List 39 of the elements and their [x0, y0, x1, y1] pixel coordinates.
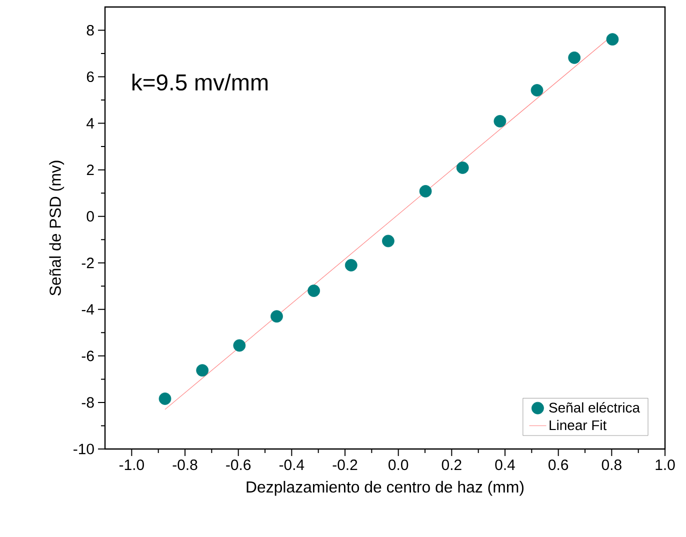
x-tick-label: 0.2 [442, 460, 462, 470]
y-tick-label: 6 [86, 71, 94, 82]
x-tick-label: -0.6 [226, 460, 251, 470]
annotation: k=9.5 mv/mm [132, 74, 268, 91]
x-tick-label: -0.4 [279, 460, 304, 470]
point [308, 284, 320, 297]
point [456, 162, 469, 174]
x-tick-label: 0.0 [388, 460, 408, 470]
y-tick-label: -6 [82, 350, 94, 362]
point [270, 310, 283, 323]
y-tick-label: -10 [74, 444, 94, 454]
x-tick-label: -0.8 [172, 460, 198, 470]
point [196, 364, 209, 377]
x-tick-label: 0.4 [495, 460, 515, 470]
y-tick-label: -4 [82, 304, 94, 315]
point [568, 52, 581, 64]
x-tick-label: -0.2 [332, 460, 358, 470]
x-tick-label: 0.6 [548, 460, 568, 470]
point [233, 339, 246, 352]
point [494, 115, 506, 128]
y-tick-label: -2 [82, 258, 94, 268]
y-tick-label: 0 [86, 211, 94, 222]
point [530, 84, 544, 96]
y-tick-label: 2 [86, 164, 94, 176]
y-tick-label: 4 [86, 118, 94, 128]
y-axis-title: Señal de PSD (mv) [49, 160, 64, 296]
point [606, 33, 619, 46]
x-tick-label: 1.0 [656, 460, 675, 470]
x-axis-title: Dezplazamiento de centro de haz (mm) [246, 480, 524, 496]
point [382, 234, 394, 248]
legend-label: Linear Fit [550, 420, 607, 430]
x-tick-label: 0.8 [602, 460, 622, 470]
point [419, 185, 432, 198]
y-tick-label: -8 [82, 397, 94, 408]
x-tick-label: -1.0 [119, 460, 144, 470]
point [344, 259, 358, 272]
point [158, 392, 172, 405]
y-tick-label: 8 [86, 24, 94, 36]
legend-label: Señal eléctrica [549, 402, 640, 413]
